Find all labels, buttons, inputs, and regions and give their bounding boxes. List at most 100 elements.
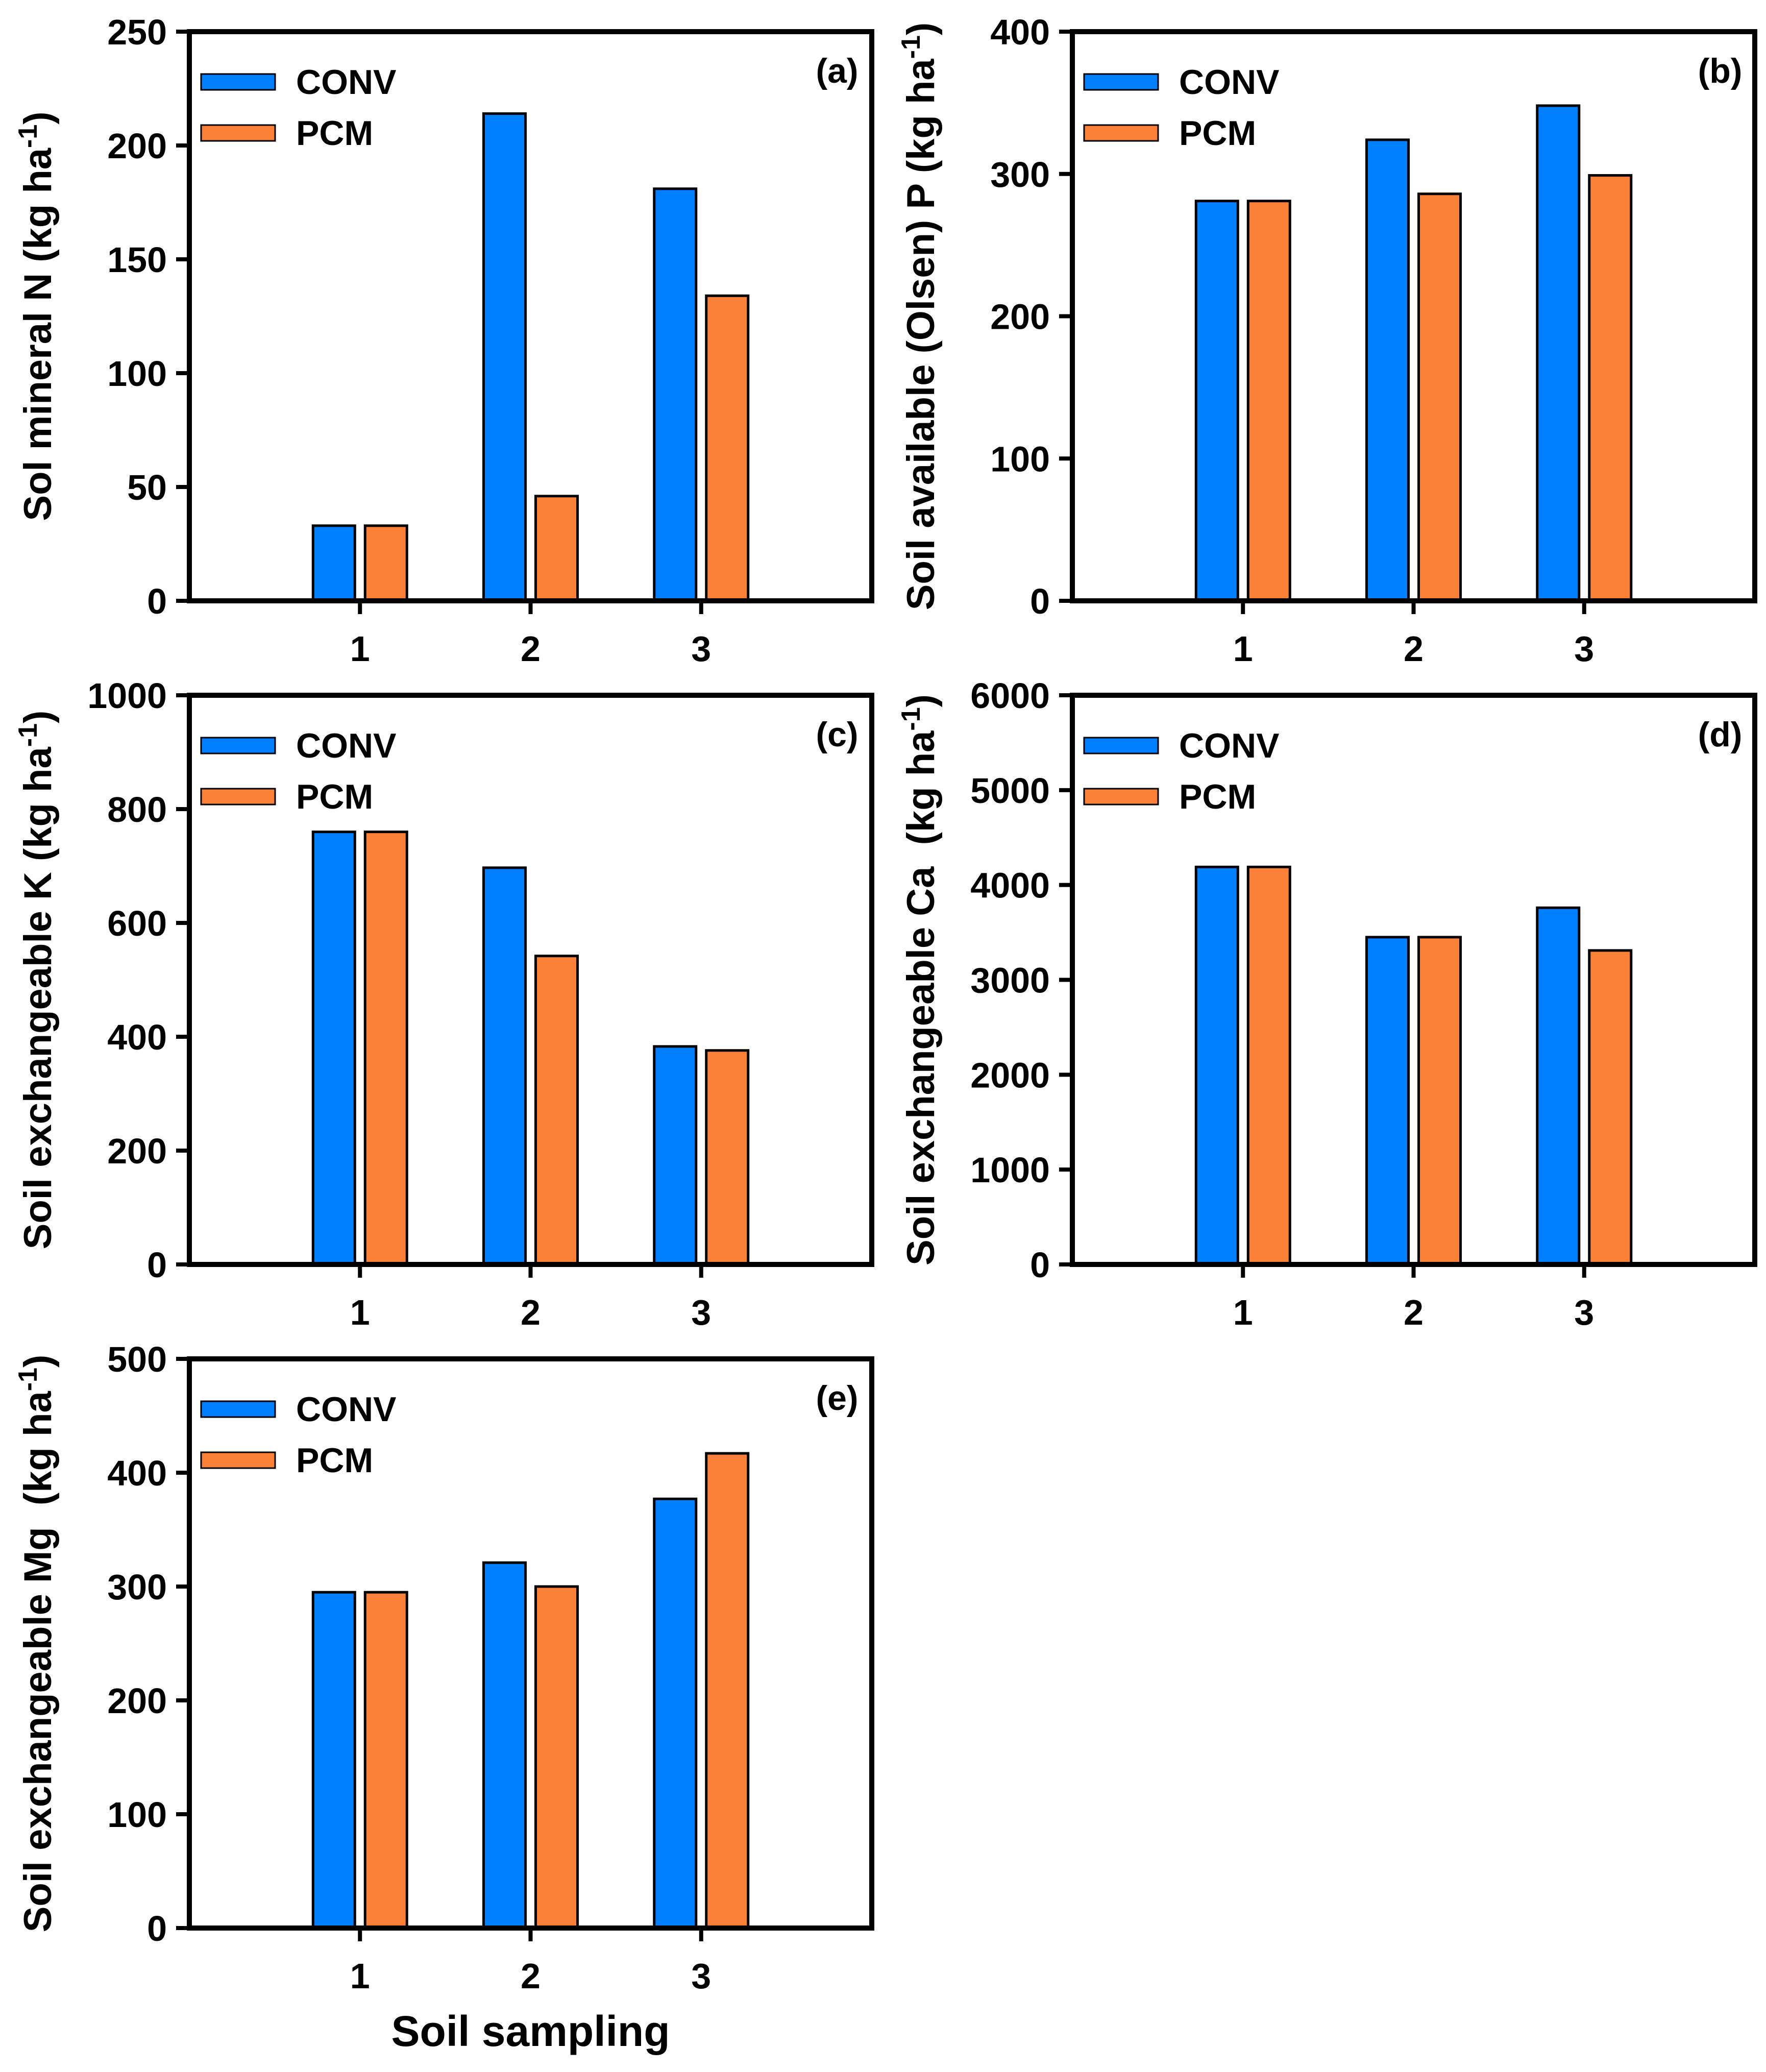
y-tick-label: 200: [990, 297, 1050, 337]
legend-swatch-pcm-icon: [200, 124, 276, 142]
bar-e-conv-sampling-2: [482, 1561, 527, 1930]
panel-letter: (e): [816, 1379, 858, 1418]
y-tick-label: 5000: [970, 771, 1050, 811]
bar-a-pcm-sampling-2: [534, 495, 579, 602]
bar-b-conv-sampling-1: [1194, 200, 1239, 602]
x-tick-label: 2: [521, 629, 541, 669]
y-axis-label: Soil exchangeable Mg (kg ha-1): [13, 1355, 60, 1933]
chart-c: 0 200 400 600 800 1000 1 2 3 CONV PCM (c) Soil excha…: [13, 676, 874, 1332]
x-tick-label: 3: [1574, 629, 1594, 669]
panel-d: 0 1000 2000 3000 4000 5000 6000 1 2 3 CONV PCM (d) So…: [883, 664, 1766, 1332]
panel-a: 0 50 100 150 200 250 1 2 3 CONV PCM (a) Sol mineral …: [0, 0, 883, 669]
x-axis-label: Soil sampling: [391, 2007, 670, 2055]
bar-e-pcm-sampling-3: [705, 1452, 750, 1930]
legend-label-pcm: PCM: [296, 114, 373, 153]
y-tick-label: 300: [990, 155, 1050, 194]
y-tick-label: 400: [107, 1453, 167, 1493]
bar-a-pcm-sampling-3: [705, 294, 750, 602]
legend-label-conv: CONV: [1179, 726, 1279, 765]
bar-b-pcm-sampling-2: [1417, 192, 1462, 602]
bar-c-conv-sampling-1: [311, 831, 356, 1266]
legend-swatch-pcm-icon: [1083, 124, 1159, 142]
legend-swatch-conv-icon: [1083, 73, 1159, 91]
legend-label-pcm: PCM: [296, 1441, 373, 1480]
plot-frame: [187, 693, 874, 1267]
bar-b-pcm-sampling-1: [1246, 200, 1291, 602]
bar-c-pcm-sampling-1: [363, 831, 408, 1266]
chart-d: 0 1000 2000 3000 4000 5000 6000 1 2 3 CONV PCM (d) So…: [896, 676, 1757, 1332]
y-tick-label: 250: [107, 12, 167, 52]
panel-letter: (b): [1698, 52, 1743, 90]
y-tick-label: 0: [147, 1245, 167, 1285]
y-tick-label: 200: [107, 126, 167, 166]
y-tick-label: 300: [107, 1567, 167, 1607]
y-tick-label: 100: [107, 1795, 167, 1835]
x-tick-label: 2: [521, 1956, 541, 1996]
bar-e-pcm-sampling-1: [363, 1591, 408, 1930]
legend-label-pcm: PCM: [296, 777, 373, 816]
panel-e: 0 100 200 300 400 500 1 2 3 CONV PCM (e) Soil exchan…: [0, 1327, 883, 2072]
bar-d-conv-sampling-3: [1536, 906, 1581, 1266]
y-tick-label: 600: [107, 904, 167, 943]
bar-c-conv-sampling-3: [653, 1045, 698, 1266]
y-tick-label: 50: [127, 468, 167, 507]
x-tick-label: 3: [691, 1956, 711, 1996]
legend-swatch-conv-icon: [200, 73, 276, 91]
bar-d-conv-sampling-1: [1194, 865, 1239, 1266]
y-tick-label: 200: [107, 1131, 167, 1171]
legend-label-pcm: PCM: [1179, 777, 1256, 816]
bar-d-pcm-sampling-2: [1417, 936, 1462, 1266]
legend-swatch-conv-icon: [200, 737, 276, 754]
panel-c: 0 200 400 600 800 1000 1 2 3 CONV PCM (c) Soil excha…: [0, 664, 883, 1332]
legend-swatch-conv-icon: [1083, 737, 1159, 754]
panel-letter: (a): [816, 52, 858, 90]
y-tick-label: 0: [1030, 581, 1050, 621]
y-tick-label: 1000: [87, 676, 167, 716]
x-tick-label: 3: [691, 629, 711, 669]
y-axis-label: Soil exchangeable Ca (kg ha-1): [896, 694, 943, 1265]
y-tick-label: 400: [107, 1017, 167, 1057]
y-tick-label: 3000: [970, 961, 1050, 1001]
x-tick-label: 1: [1233, 1293, 1253, 1332]
legend-label-conv: CONV: [296, 1390, 396, 1429]
bar-b-pcm-sampling-3: [1588, 174, 1633, 602]
plot-frame: [187, 1356, 874, 1931]
x-tick-label: 1: [350, 1293, 370, 1332]
bar-a-conv-sampling-2: [482, 112, 527, 602]
bar-a-conv-sampling-1: [311, 524, 356, 602]
panel-letter: (d): [1698, 715, 1743, 754]
y-tick-label: 150: [107, 240, 167, 280]
y-tick-label: 4000: [970, 866, 1050, 906]
bar-e-pcm-sampling-2: [534, 1585, 579, 1930]
y-tick-label: 0: [147, 581, 167, 621]
x-tick-label: 3: [1574, 1293, 1594, 1332]
y-tick-label: 100: [107, 354, 167, 394]
chart-b: 0 100 200 300 400 1 2 3 CONV PCM (b) Soil available…: [896, 12, 1757, 669]
bar-b-conv-sampling-3: [1536, 104, 1581, 602]
bar-c-pcm-sampling-3: [705, 1049, 750, 1266]
y-tick-label: 0: [1030, 1245, 1050, 1285]
x-tick-label: 3: [691, 1293, 711, 1332]
y-tick-label: 800: [107, 790, 167, 830]
y-tick-label: 6000: [970, 676, 1050, 716]
plot-frame: [1070, 29, 1757, 603]
y-tick-label: 500: [107, 1339, 167, 1379]
y-tick-label: 400: [990, 12, 1050, 52]
chart-e: 0 100 200 300 400 500 1 2 3 CONV PCM (e) Soil exchan…: [13, 1339, 874, 2055]
legend-label-conv: CONV: [296, 63, 396, 102]
legend-swatch-conv-icon: [200, 1400, 276, 1418]
y-tick-label: 200: [107, 1681, 167, 1721]
y-tick-label: 0: [147, 1909, 167, 1948]
x-tick-label: 2: [521, 1293, 541, 1332]
bar-a-pcm-sampling-1: [363, 524, 408, 602]
x-tick-label: 2: [1404, 1293, 1424, 1332]
x-tick-label: 1: [1233, 629, 1253, 669]
bar-d-pcm-sampling-3: [1588, 949, 1633, 1266]
x-tick-label: 1: [350, 1956, 370, 1996]
bar-c-pcm-sampling-2: [534, 955, 579, 1266]
legend-swatch-pcm-icon: [200, 1451, 276, 1469]
x-tick-label: 1: [350, 629, 370, 669]
plot-frame: [187, 29, 874, 603]
y-tick-label: 1000: [970, 1150, 1050, 1190]
